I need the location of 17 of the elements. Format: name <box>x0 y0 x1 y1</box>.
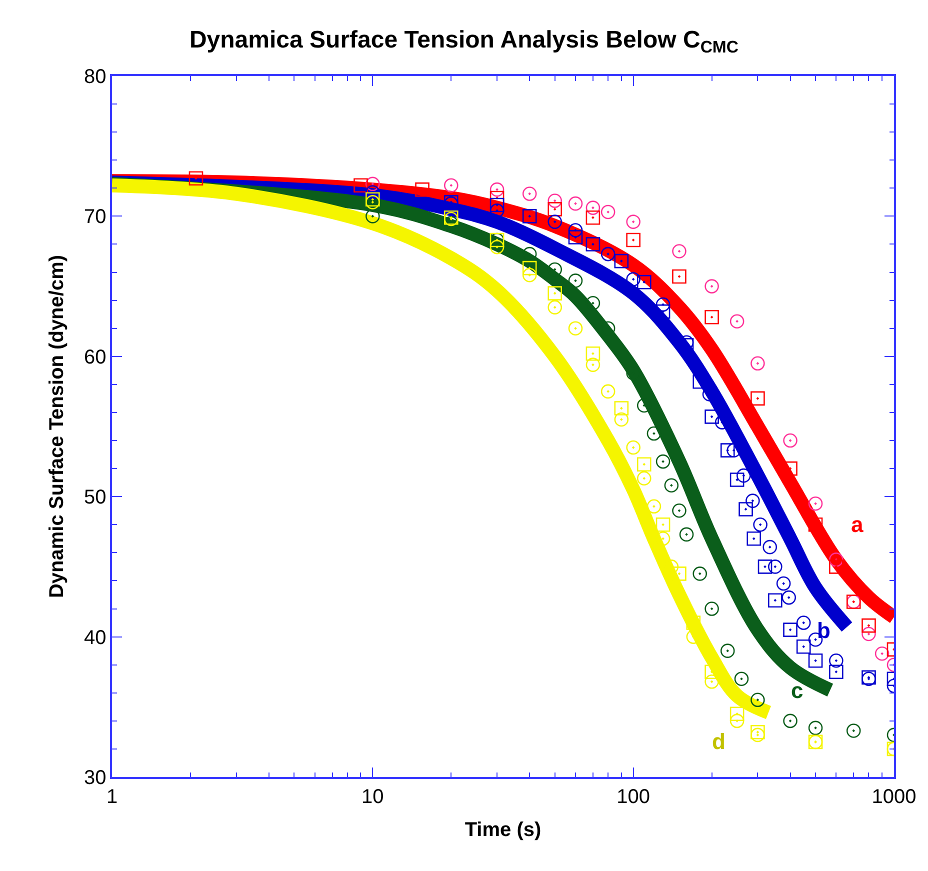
annotation: c <box>791 678 804 703</box>
y-tick-label: 30 <box>84 767 106 789</box>
x-tick-label: 1000 <box>872 786 916 808</box>
y-tick-label: 40 <box>84 626 106 649</box>
x-axis-title: Time (s) <box>464 818 542 841</box>
x-tick-label: 100 <box>616 786 650 808</box>
y-axis-title: Dynamic Surface Tension (dyne/cm) <box>46 254 68 598</box>
y-tick-label: 60 <box>84 346 106 368</box>
annotation: b <box>817 618 830 643</box>
y-tick-label: 70 <box>84 206 106 228</box>
annotation: a <box>851 512 864 537</box>
y-tick-label: 80 <box>84 66 106 88</box>
annotation: d <box>712 729 726 754</box>
x-tick-label: 1 <box>106 786 118 808</box>
y-tick-label: 50 <box>84 486 106 509</box>
x-tick-label: 10 <box>362 786 384 808</box>
chart-title: Dynamica Surface Tension Analysis Below C$_{CMC}$ <box>189 26 739 56</box>
